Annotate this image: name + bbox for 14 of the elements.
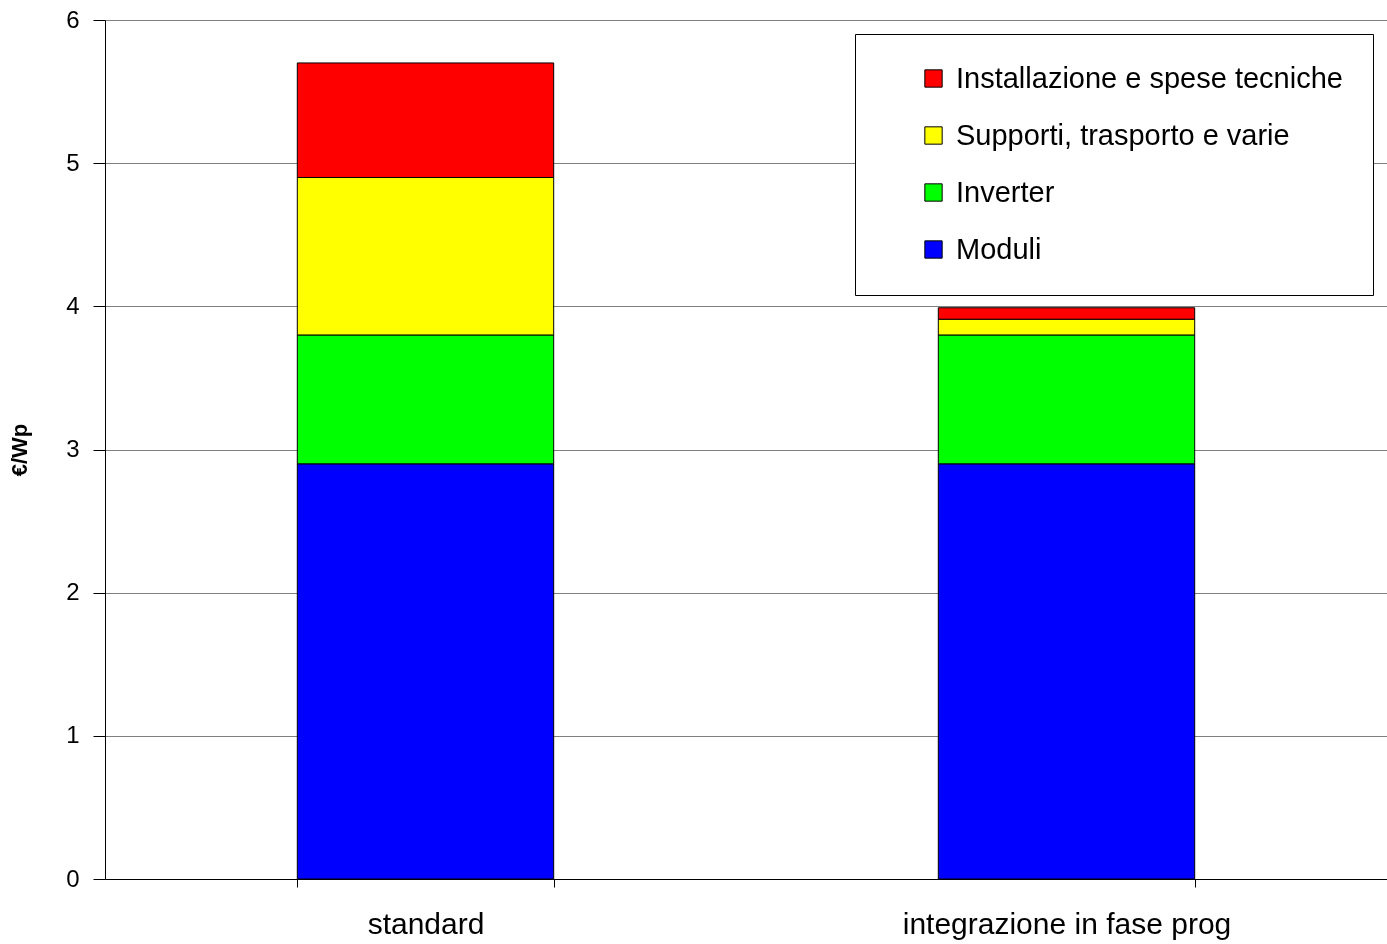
legend-label: Installazione e spese tecniche (956, 61, 1343, 94)
y-axis-title: €/Wp (7, 423, 33, 477)
legend-label: Supporti, trasporto e varie (956, 118, 1290, 151)
y-tick-label: 5 (66, 148, 80, 176)
y-tick-label: 3 (66, 435, 80, 462)
x-tick-label: integrazione in fase prog (902, 906, 1232, 940)
y-tick-label: 4 (66, 291, 80, 319)
y-tick-label: 1 (66, 721, 80, 749)
y-tick-label: 2 (66, 578, 80, 606)
y-tick-label: 6 (66, 5, 80, 33)
legend-label: Inverter (956, 175, 1055, 208)
y-tick-label: 0 (66, 864, 80, 892)
x-tick-label: standard (367, 906, 485, 940)
legend-label: Moduli (956, 232, 1042, 265)
